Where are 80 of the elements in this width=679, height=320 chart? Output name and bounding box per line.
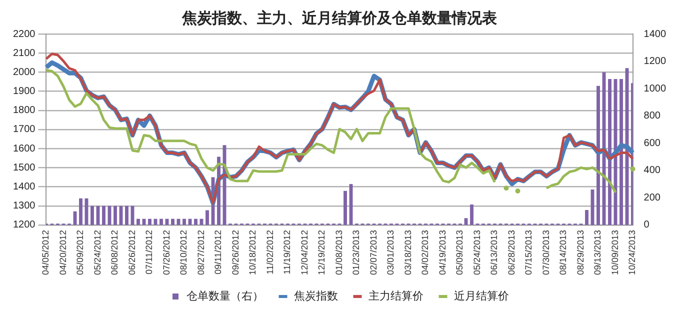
x-tick-label: 05/09/2012 bbox=[75, 230, 86, 276]
x-tick-label: 06/28/2013 bbox=[506, 230, 516, 276]
y2-tick-label: 1400 bbox=[644, 28, 666, 40]
bar bbox=[620, 79, 623, 225]
x-tick-label: 08/29/2013 bbox=[575, 230, 586, 276]
x-tick-label: 08/14/2013 bbox=[558, 230, 568, 276]
x-tick-label: 05/24/2012 bbox=[92, 230, 102, 276]
y2-tick-label: 1000 bbox=[644, 83, 666, 94]
x-tick-label: 11/02/2012 bbox=[264, 230, 275, 274]
y-tick-label: 2100 bbox=[12, 48, 36, 59]
x-tick-label: 01/08/2013 bbox=[334, 230, 344, 276]
x-tick-label: 07/15/2013 bbox=[524, 230, 534, 276]
bar bbox=[470, 204, 474, 225]
bar bbox=[194, 218, 198, 225]
x-tick-label: 04/20/2012 bbox=[58, 230, 68, 276]
bar bbox=[136, 218, 140, 225]
x-tick-label: 08/10/2012 bbox=[178, 230, 189, 276]
x-tick-label: 10/09/2013 bbox=[610, 230, 620, 276]
x-tick-label: 08/27/2012 bbox=[196, 230, 206, 276]
x-tick-label: 04/19/2013 bbox=[437, 230, 448, 276]
y-tick-label: 2000 bbox=[12, 66, 36, 78]
x-tick-label: 07/30/2013 bbox=[540, 230, 551, 276]
y2-tick-label: 200 bbox=[644, 192, 661, 204]
bar bbox=[585, 210, 588, 225]
y-tick-label: 1200 bbox=[12, 220, 36, 231]
x-tick-label: 03/01/2013 bbox=[386, 230, 396, 276]
bar bbox=[596, 86, 600, 225]
legend-label: 仓单数量（右） bbox=[186, 290, 264, 303]
x-tick-label: 04/05/2012 bbox=[40, 230, 51, 276]
y2-tick-label: 600 bbox=[644, 138, 661, 149]
x-tick-label: 09/11/2012 bbox=[213, 230, 224, 274]
y2-tick-label: 0 bbox=[644, 220, 650, 231]
point bbox=[630, 166, 636, 172]
legend-label: 近月结算价 bbox=[454, 290, 509, 303]
x-tick-label: 05/09/2013 bbox=[454, 230, 465, 276]
y2-tick-label: 800 bbox=[644, 110, 661, 122]
x-tick-label: 07/26/2012 bbox=[161, 230, 172, 276]
x-tick-label: 03/18/2013 bbox=[402, 230, 413, 276]
y-tick-label: 1600 bbox=[12, 143, 36, 154]
y-tick-label: 1500 bbox=[12, 162, 36, 174]
point bbox=[515, 188, 520, 194]
y-tick-label: 1300 bbox=[12, 200, 36, 212]
bar bbox=[182, 218, 186, 225]
bar bbox=[171, 218, 174, 225]
chart-title: 焦炭指数、主力、近月结算价及仓单数量情况表 bbox=[181, 8, 498, 27]
y-tick-label: 1900 bbox=[12, 86, 36, 98]
x-tick-label: 07/11/2012 bbox=[144, 230, 154, 274]
x-tick-label: 09/13/2013 bbox=[592, 230, 603, 276]
y-tick-label: 1700 bbox=[12, 124, 36, 136]
x-tick-label: 02/07/2013 bbox=[368, 230, 378, 276]
x-tick-label: 11/19/2012 bbox=[282, 230, 292, 274]
point bbox=[504, 186, 509, 191]
bar bbox=[125, 206, 128, 225]
bar bbox=[344, 190, 347, 225]
x-tick-label: 09/26/2012 bbox=[230, 230, 240, 276]
x-tick-label: 06/13/2013 bbox=[489, 230, 500, 276]
y2-tick-label: 1200 bbox=[644, 56, 666, 68]
x-tick-label: 10/24/2013 bbox=[627, 230, 638, 276]
legend-label: 主力结算价 bbox=[368, 290, 424, 303]
y2-tick-label: 400 bbox=[644, 165, 661, 176]
legend-label: 焦炭指数 bbox=[294, 290, 338, 303]
bar bbox=[114, 206, 117, 225]
x-tick-label: 06/26/2012 bbox=[126, 230, 137, 276]
bar bbox=[148, 218, 152, 225]
x-tick-label: 04/02/2013 bbox=[420, 230, 430, 276]
x-tick-label: 10/18/2012 bbox=[248, 230, 258, 276]
x-tick-label: 05/24/2013 bbox=[472, 230, 482, 276]
x-tick-label: 12/19/2012 bbox=[316, 230, 327, 276]
y-tick-label: 2200 bbox=[12, 28, 36, 40]
x-tick-label: 01/23/2013 bbox=[351, 230, 362, 276]
bar bbox=[79, 198, 82, 225]
y-tick-label: 1800 bbox=[12, 105, 36, 116]
bar bbox=[206, 210, 209, 225]
bar bbox=[160, 218, 163, 225]
y-tick-label: 1400 bbox=[12, 182, 36, 193]
bar bbox=[102, 206, 106, 225]
bar bbox=[90, 206, 94, 225]
x-tick-label: 12/04/2012 bbox=[299, 230, 310, 276]
x-tick-label: 06/08/2012 bbox=[110, 230, 120, 276]
bar bbox=[608, 79, 612, 225]
